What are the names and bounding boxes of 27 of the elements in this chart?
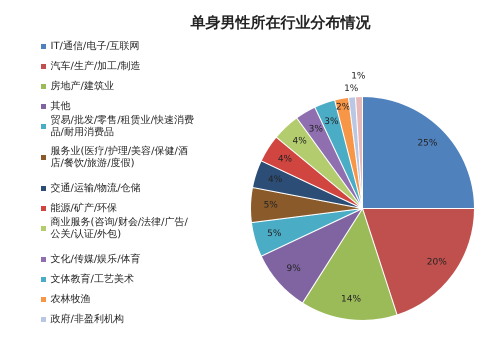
legend-label: 政府/非盈利机构	[50, 313, 124, 325]
legend-label: 房地产/建筑业	[50, 80, 114, 92]
data-label: 20%	[426, 257, 448, 268]
data-label: 4%	[292, 136, 308, 147]
data-label: 1%	[351, 71, 366, 82]
data-label: 3%	[308, 124, 324, 134]
data-label: 5%	[267, 229, 282, 240]
data-label: 1%	[344, 84, 359, 94]
data-label: 5%	[264, 200, 278, 211]
legend-label: 农林牧渔	[50, 293, 90, 305]
legend-label: 交通/运输/物流/仓储	[50, 182, 141, 194]
legend-label: 服务业(医疗/护理/美容/保健/酒店/餐饮/旅游/度假)	[50, 145, 188, 169]
legend-label: 文化/传媒/娱乐/体育	[50, 253, 141, 265]
legend-label: 能源/矿产/环保	[50, 202, 118, 214]
legend-label: 其他	[50, 100, 70, 112]
legend-label: 商业服务(咨询/财会/法律/广告/公关/认证/外包)	[50, 216, 189, 240]
data-label: 14%	[340, 294, 362, 305]
chart-title: 单身男性所在行业分布情况	[190, 14, 372, 32]
data-label: 25%	[417, 138, 438, 149]
data-label: 4%	[278, 154, 293, 164]
legend-label: IT/通信/电子/互联网	[50, 40, 140, 52]
data-label: 3%	[324, 117, 339, 128]
legend-label: 贸易/批发/零售/租赁业/快速消费品/耐用消费品	[50, 114, 194, 138]
data-label: 4%	[268, 175, 283, 186]
legend-label: 文体教育/工艺美术	[50, 273, 134, 285]
legend-label: 汽车/生产/加工/制造	[50, 60, 141, 72]
data-label: 9%	[286, 264, 302, 274]
